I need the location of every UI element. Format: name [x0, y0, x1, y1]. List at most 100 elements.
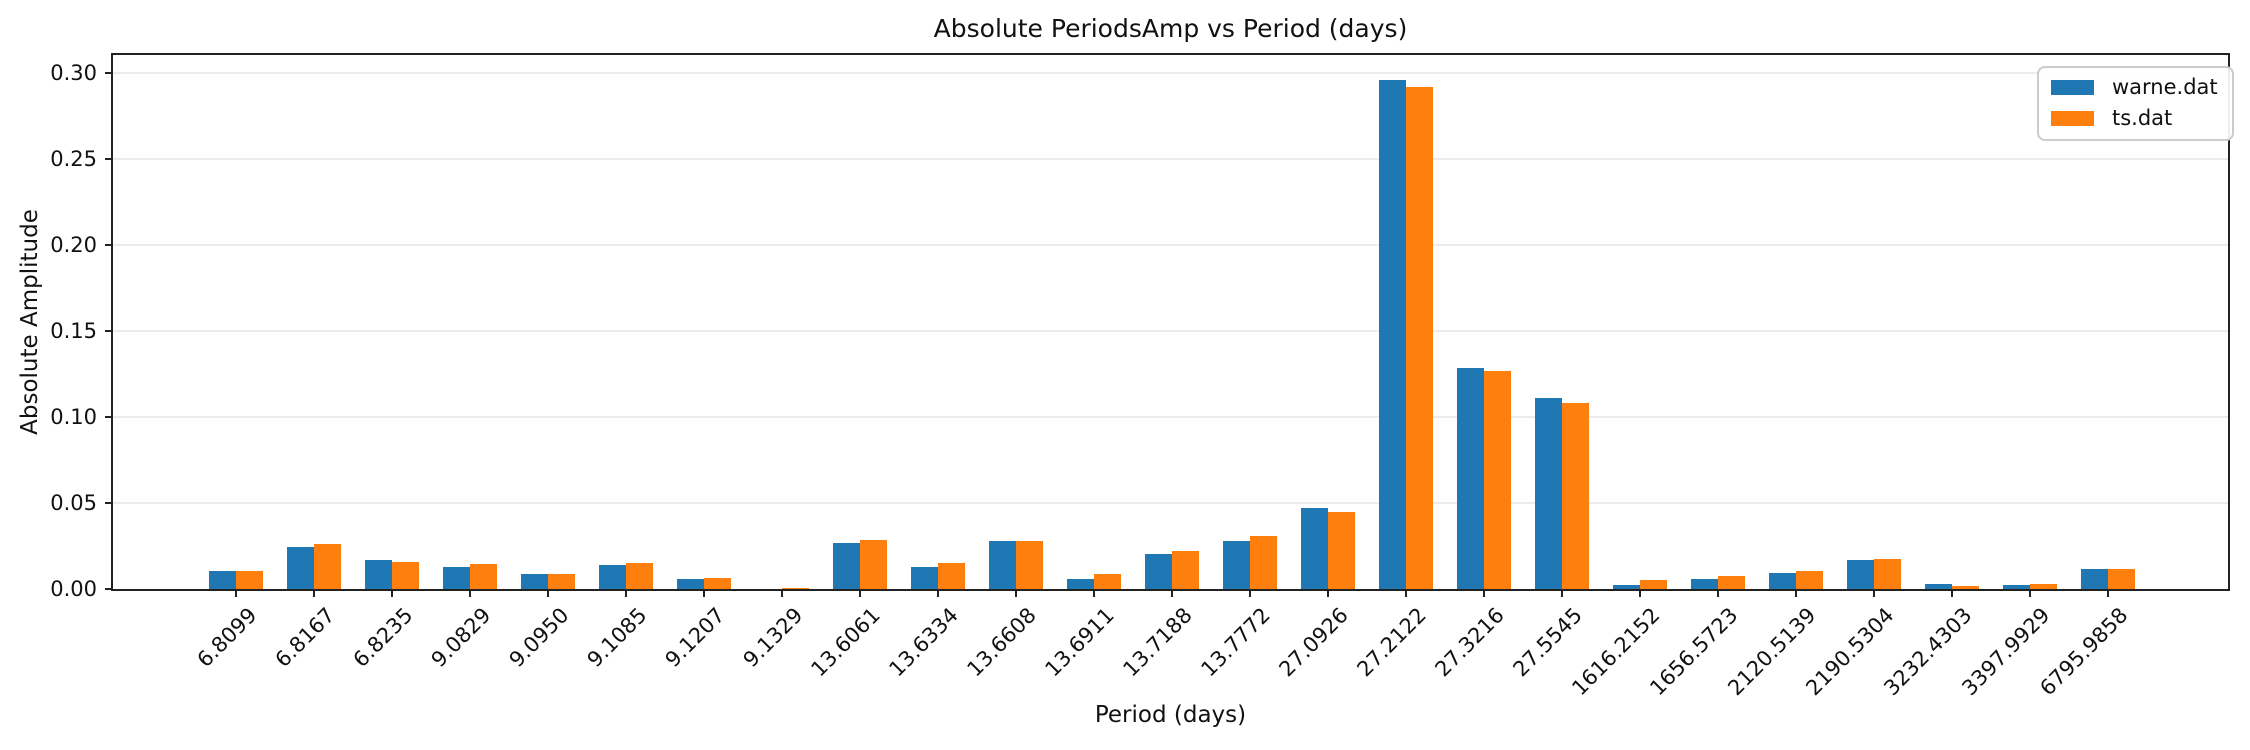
x-tick-label: 9.1207	[660, 603, 729, 672]
legend-swatch-warne	[2051, 79, 2094, 95]
bar-ts.dat-13.6911	[1094, 574, 1122, 589]
y-tick-label: 0.00	[50, 577, 97, 601]
gridline	[113, 158, 2228, 161]
x-tick	[859, 589, 861, 597]
bar-ts.dat-3397.9929	[2030, 584, 2058, 589]
x-tick	[703, 589, 705, 597]
legend-label-warne: warne.dat	[2112, 75, 2218, 99]
y-tick	[105, 72, 113, 75]
x-tick-label: 27.3216	[1430, 603, 1509, 682]
bar-ts.dat-13.6061	[860, 539, 888, 589]
x-tick	[1405, 589, 1407, 597]
bar-ts.dat-13.7188	[1172, 551, 1200, 589]
bar-warne.dat-9.1207	[676, 578, 704, 589]
bar-ts.dat-27.2122	[1406, 86, 1434, 589]
bar-warne.dat-13.7188	[1144, 553, 1172, 589]
x-tick	[1795, 589, 1797, 597]
chart-title: Absolute PeriodsAmp vs Period (days)	[933, 14, 1408, 43]
bar-ts.dat-9.1085	[626, 563, 654, 589]
y-tick	[105, 244, 113, 247]
bar-warne.dat-27.2122	[1378, 80, 1406, 589]
x-tick-label: 13.6911	[1040, 603, 1119, 682]
legend-label-ts: ts.dat	[2112, 106, 2173, 130]
bar-warne.dat-13.6608	[988, 540, 1016, 589]
bar-warne.dat-6.8099	[208, 571, 236, 589]
x-tick-label: 9.0950	[504, 603, 573, 672]
y-tick-label: 0.20	[50, 233, 97, 258]
bar-ts.dat-2190.5304	[1874, 558, 1902, 589]
bar-warne.dat-9.0829	[442, 566, 470, 589]
bar-warne.dat-13.7772	[1222, 541, 1250, 589]
bar-ts.dat-3232.4303	[1952, 585, 1980, 589]
gridline	[113, 330, 2228, 333]
gridline	[113, 416, 2228, 419]
x-tick	[547, 589, 549, 597]
x-tick-label: 9.0829	[426, 603, 495, 672]
legend: warne.dat ts.dat	[2037, 66, 2234, 141]
bar-ts.dat-1616.2152	[1640, 579, 1668, 589]
x-tick	[1717, 589, 1719, 597]
y-tick-label: 0.10	[50, 405, 97, 430]
x-tick-label: 27.0926	[1274, 603, 1353, 682]
x-tick	[1327, 589, 1329, 597]
bar-warne.dat-6.8235	[364, 560, 392, 589]
bar-ts.dat-6.8235	[392, 561, 420, 589]
y-tick	[105, 330, 113, 333]
y-tick	[105, 158, 113, 161]
gridline	[113, 72, 2228, 75]
gridline	[113, 502, 2228, 504]
x-tick	[1561, 589, 1563, 597]
x-tick	[1015, 589, 1017, 597]
x-tick	[235, 589, 237, 597]
bar-ts.dat-1656.5723	[1718, 575, 1746, 589]
bar-ts.dat-13.6608	[1016, 540, 1044, 589]
legend-swatch-ts	[2051, 110, 2094, 126]
y-tick	[105, 416, 113, 419]
bar-warne.dat-9.0950	[520, 574, 548, 589]
bar-warne.dat-1656.5723	[1690, 579, 1718, 589]
x-tick	[1483, 589, 1485, 597]
bar-warne.dat-2120.5139	[1768, 573, 1796, 589]
bar-warne.dat-6795.9858	[2080, 569, 2108, 589]
bar-ts.dat-27.5545	[1562, 403, 1590, 589]
y-tick	[105, 502, 113, 504]
x-tick	[1093, 589, 1095, 597]
bar-warne.dat-13.6911	[1066, 578, 1094, 589]
y-tick-label: 0.05	[50, 491, 97, 515]
x-axis-label: Period (days)	[1094, 702, 1247, 728]
bar-ts.dat-13.7772	[1250, 535, 1278, 589]
x-tick	[1951, 589, 1953, 597]
bar-ts.dat-6.8099	[236, 570, 264, 589]
bar-warne.dat-1616.2152	[1612, 585, 1640, 589]
x-tick	[1249, 589, 1251, 597]
bar-warne.dat-27.0926	[1300, 508, 1328, 589]
x-tick	[1639, 589, 1641, 597]
x-tick	[937, 589, 939, 597]
x-tick-label: 27.5545	[1508, 603, 1587, 682]
plot-area	[113, 55, 2228, 589]
x-tick-label: 6.8167	[270, 603, 339, 672]
bar-warne.dat-2190.5304	[1846, 560, 1874, 589]
y-tick-label: 0.30	[50, 61, 97, 86]
bar-ts.dat-6795.9858	[2108, 569, 2136, 589]
bar-warne.dat-3232.4303	[1924, 584, 1952, 589]
x-tick	[469, 589, 471, 597]
bar-warne.dat-27.3216	[1456, 368, 1484, 589]
x-tick	[1171, 589, 1173, 597]
bar-ts.dat-9.0950	[548, 573, 576, 589]
x-tick	[2029, 589, 2031, 597]
x-tick-label: 13.6334	[884, 603, 963, 682]
bar-ts.dat-27.0926	[1328, 511, 1356, 589]
x-tick	[781, 589, 783, 597]
x-tick-label: 13.6608	[962, 603, 1041, 682]
legend-item-warne: warne.dat	[2051, 75, 2218, 99]
y-tick-label: 0.15	[50, 319, 97, 344]
x-tick	[313, 589, 315, 597]
x-tick	[1873, 589, 1875, 597]
legend-item-ts: ts.dat	[2051, 106, 2218, 130]
x-tick-label: 13.6061	[806, 603, 885, 682]
x-tick-label: 27.2122	[1352, 603, 1431, 682]
bar-warne.dat-9.1085	[598, 564, 626, 589]
x-tick	[391, 589, 393, 597]
bar-warne.dat-6.8167	[286, 546, 314, 589]
